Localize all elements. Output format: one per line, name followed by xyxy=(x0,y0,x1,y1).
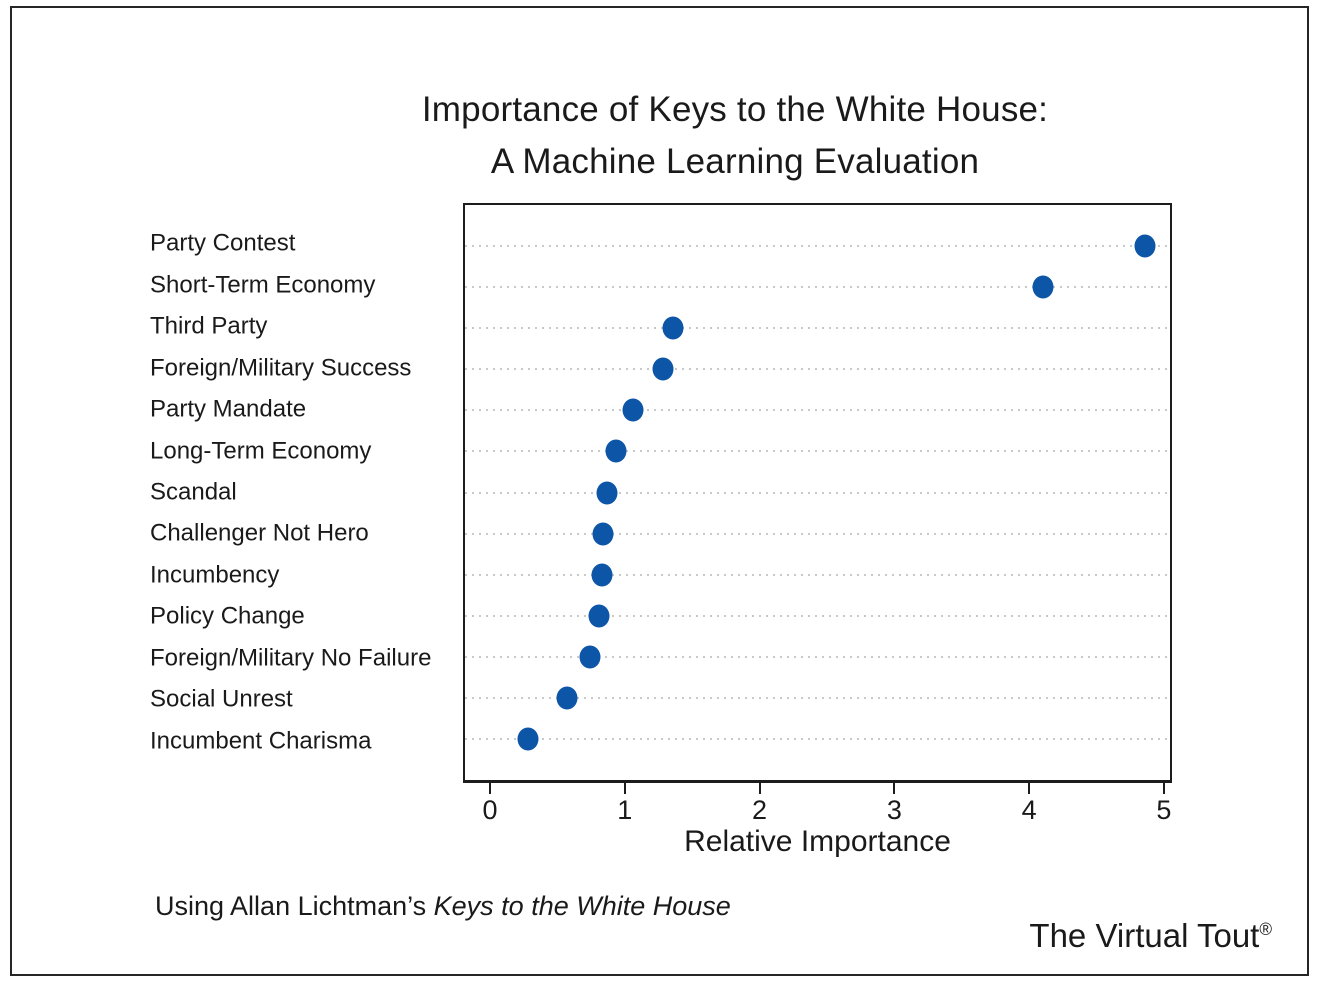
y-axis-label: Foreign/Military Success xyxy=(150,354,412,382)
x-axis: Relative Importance 0 1 2 3 4 5 xyxy=(463,783,1172,883)
x-axis-tick-label: 0 xyxy=(482,795,498,825)
data-point xyxy=(591,563,613,587)
brand-name: The Virtual Tout xyxy=(1029,917,1260,954)
x-axis-tick-label: 4 xyxy=(1021,795,1037,825)
data-point xyxy=(652,357,674,381)
x-axis-tick-mark xyxy=(893,783,896,794)
chart-title: Importance of Keys to the White House: A… xyxy=(150,84,1320,188)
gridline xyxy=(465,737,1170,740)
data-point xyxy=(596,481,618,504)
gridline xyxy=(465,286,1170,289)
data-point xyxy=(605,439,627,463)
source-credit-prefix: Using Allan Lichtman’s xyxy=(155,891,434,921)
x-axis-tick-label: 1 xyxy=(617,795,633,825)
chart-title-line2: A Machine Learning Evaluation xyxy=(490,142,980,181)
gridline xyxy=(465,573,1170,576)
x-axis-tick-label: 3 xyxy=(886,795,902,825)
x-axis-title: Relative Importance xyxy=(684,825,951,858)
y-axis-labels: Party Contest Short-Term Economy Third Par… xyxy=(150,203,460,783)
gridline xyxy=(465,450,1170,453)
y-axis-label: Third Party xyxy=(150,312,268,340)
y-axis-label: Party Contest xyxy=(150,229,296,257)
data-point xyxy=(1134,234,1156,258)
y-axis-label: Long-Term Economy xyxy=(150,437,372,465)
gridline xyxy=(465,245,1170,248)
y-axis-label: Incumbent Charisma xyxy=(150,727,372,755)
y-axis-label: Foreign/Military No Failure xyxy=(150,644,432,672)
chart-title-line1: Importance of Keys to the White House: xyxy=(421,90,1049,129)
registered-trademark-icon: ® xyxy=(1259,919,1272,939)
x-axis-tick-mark xyxy=(1028,783,1031,794)
x-axis-tick-mark xyxy=(623,783,626,794)
source-credit-book-title: Keys to the White House xyxy=(433,891,731,921)
data-point xyxy=(588,604,610,628)
y-axis-label: Challenger Not Hero xyxy=(150,519,369,547)
data-point xyxy=(622,398,644,422)
gridline xyxy=(465,696,1170,699)
data-point xyxy=(1032,275,1054,299)
gridline xyxy=(465,655,1170,658)
data-point xyxy=(662,316,684,340)
data-point xyxy=(579,645,601,669)
gridline xyxy=(465,327,1170,330)
gridline xyxy=(465,368,1170,371)
x-axis-tick-mark xyxy=(1162,783,1165,794)
gridline xyxy=(465,614,1170,617)
y-axis-label: Policy Change xyxy=(150,602,305,630)
plot-area xyxy=(463,203,1172,783)
source-credit: Using Allan Lichtman’s Keys to the White… xyxy=(155,891,731,922)
x-axis-tick-mark xyxy=(758,783,761,794)
x-axis-tick-label: 2 xyxy=(752,795,768,825)
gridline xyxy=(465,409,1170,412)
data-point xyxy=(592,522,614,546)
data-point xyxy=(517,727,539,751)
y-axis-label: Incumbency xyxy=(150,561,280,589)
x-axis-tick-mark xyxy=(488,783,491,794)
gridline xyxy=(465,532,1170,535)
brand-logo: The Virtual Tout® xyxy=(1029,917,1272,955)
y-axis-label: Short-Term Economy xyxy=(150,271,376,299)
gridline xyxy=(465,491,1170,494)
y-axis-label: Social Unrest xyxy=(150,685,293,713)
x-axis-tick-label: 5 xyxy=(1156,795,1172,825)
y-axis-label: Party Mandate xyxy=(150,395,307,423)
data-point xyxy=(556,686,578,710)
y-axis-label: Scandal xyxy=(150,478,237,506)
